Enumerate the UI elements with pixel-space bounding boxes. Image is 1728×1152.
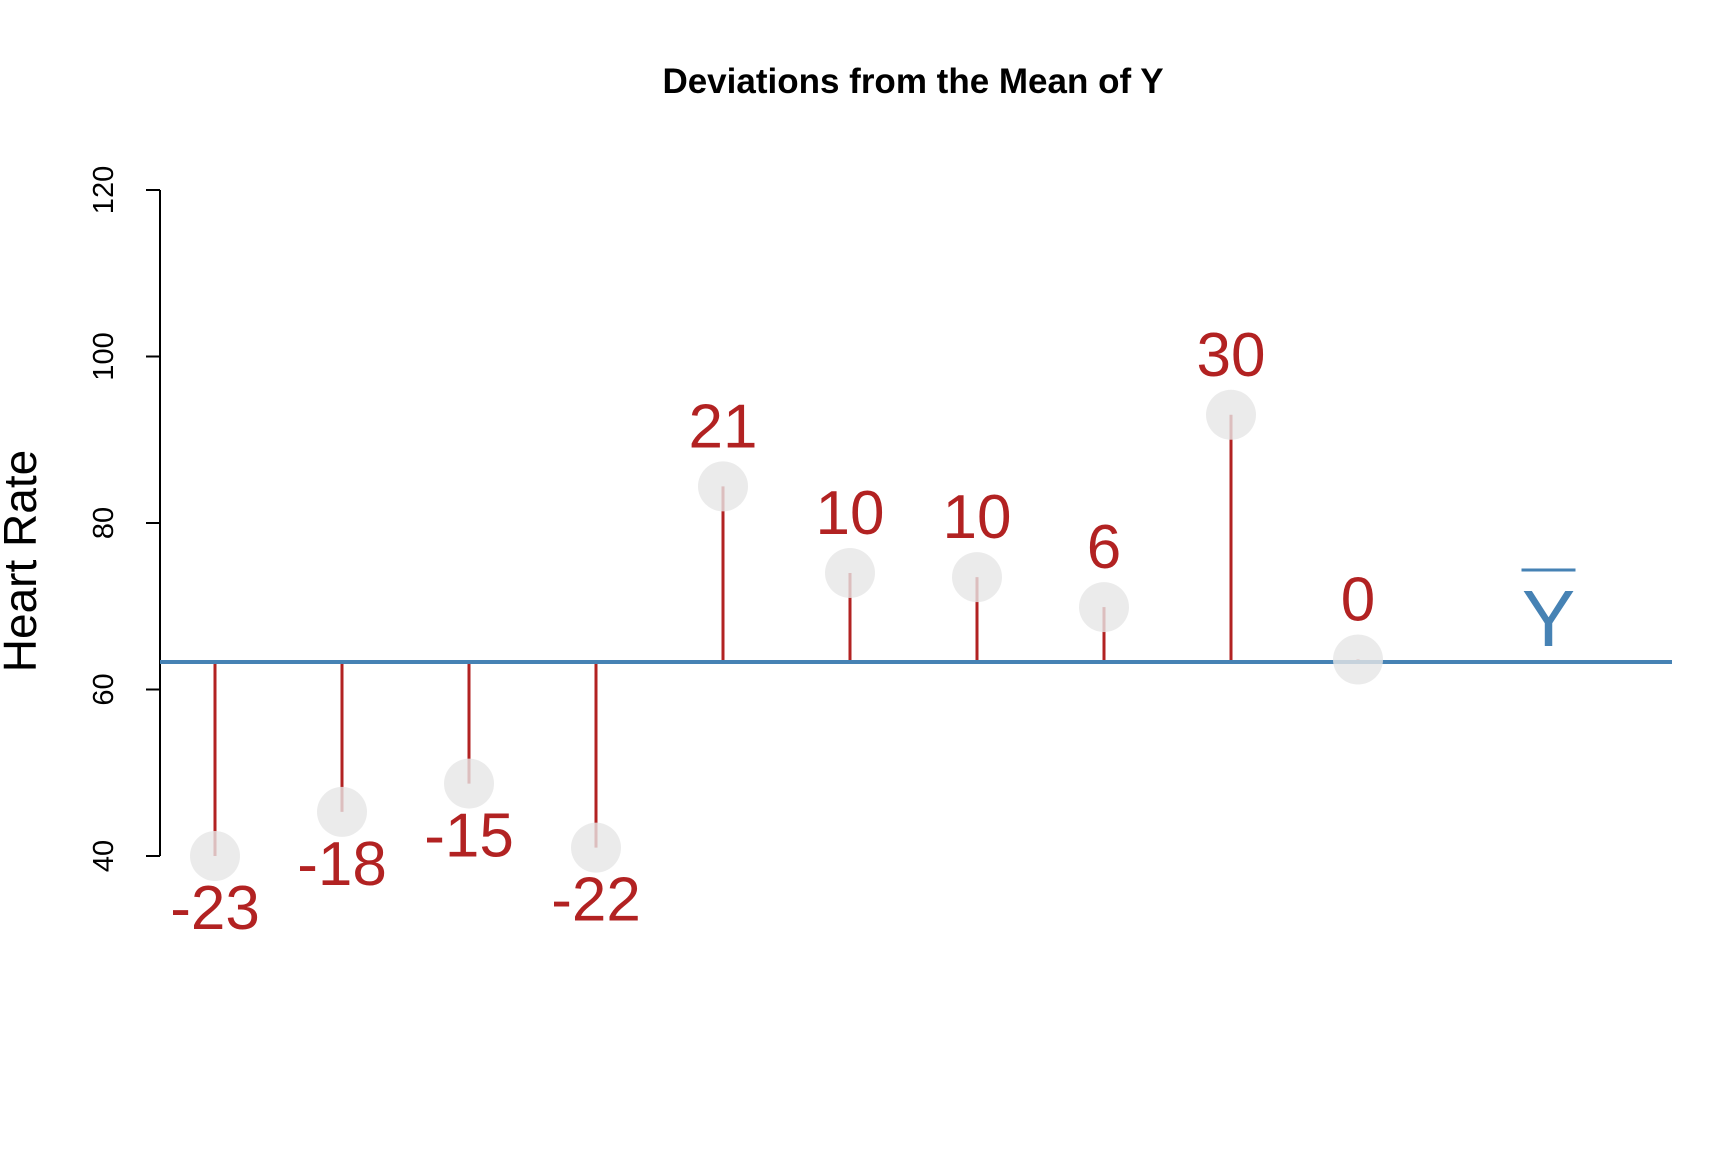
deviation-labels: -23 -18 -15 -22 21 10 10 6 30 0 bbox=[170, 321, 1375, 943]
data-point bbox=[571, 822, 621, 873]
data-point bbox=[1206, 389, 1256, 440]
y-tick-label: 40 bbox=[88, 840, 120, 872]
y-tick-label: 80 bbox=[88, 507, 120, 539]
deviation-label: 21 bbox=[689, 392, 758, 461]
deviation-label: 0 bbox=[1341, 566, 1375, 635]
chart-title: Deviations from the Mean of Y bbox=[662, 62, 1163, 101]
deviation-label: -22 bbox=[551, 866, 641, 935]
y-axis: 40 60 80 100 120 bbox=[88, 166, 161, 872]
y-tick-label: 100 bbox=[88, 332, 120, 380]
deviation-label: -23 bbox=[170, 874, 260, 943]
data-points bbox=[190, 389, 1383, 881]
deviation-label: -15 bbox=[424, 802, 514, 871]
data-point bbox=[825, 547, 875, 598]
data-point bbox=[1333, 634, 1383, 685]
data-point bbox=[1079, 582, 1129, 633]
deviation-label: 6 bbox=[1087, 513, 1121, 582]
y-tick-label: 120 bbox=[88, 166, 120, 214]
data-point bbox=[444, 758, 494, 809]
data-point bbox=[698, 461, 748, 512]
deviation-label: -18 bbox=[297, 830, 387, 899]
deviation-label: 10 bbox=[943, 483, 1012, 552]
deviation-label: 30 bbox=[1197, 321, 1266, 390]
y-axis-label: Heart Rate bbox=[0, 450, 46, 672]
deviation-stems bbox=[213, 414, 1360, 856]
mean-label-text: Y bbox=[1522, 574, 1575, 663]
data-point bbox=[190, 831, 240, 881]
mean-label: Y bbox=[1521, 568, 1576, 663]
data-point bbox=[317, 786, 367, 837]
deviation-label: 10 bbox=[816, 479, 885, 548]
y-tick-label: 60 bbox=[88, 673, 120, 705]
data-point bbox=[952, 552, 1002, 603]
